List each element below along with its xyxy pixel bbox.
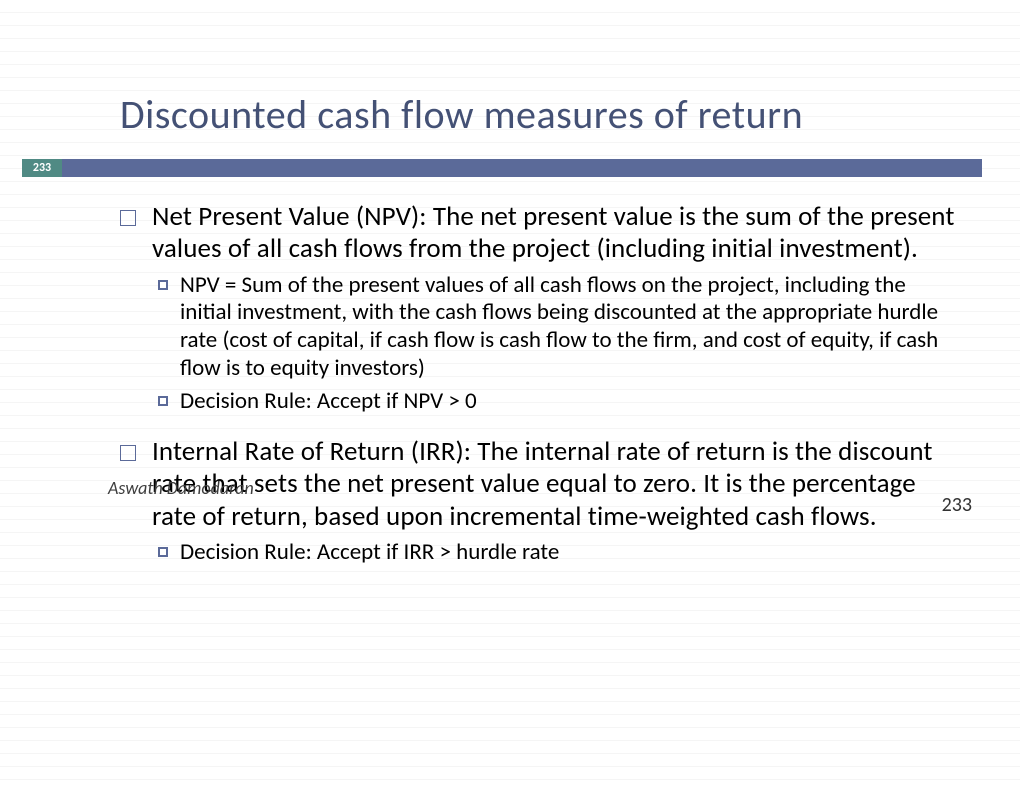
bullet-text: NPV = Sum of the present values of all c… xyxy=(180,272,960,382)
bullet-text: Net Present Value (NPV): The net present… xyxy=(152,201,960,266)
bullet-level2: Decision Rule: Accept if IRR > hurdle ra… xyxy=(158,539,960,567)
square-filled-bullet-icon xyxy=(158,547,168,557)
square-filled-bullet-icon xyxy=(158,280,168,290)
bullet-text: Decision Rule: Accept if NPV > 0 xyxy=(180,388,477,416)
page-number: 233 xyxy=(942,493,972,517)
page-badge: 233 xyxy=(22,159,62,177)
bullet-text: Internal Rate of Return (IRR): The inter… xyxy=(152,436,960,533)
author-name: Aswath Damodaran xyxy=(108,477,254,499)
slide-container: Discounted cash flow measures of return … xyxy=(0,0,1020,567)
square-filled-bullet-icon xyxy=(158,396,168,406)
slide-title: Discounted cash flow measures of return xyxy=(0,0,1020,159)
bullet-level1: Net Present Value (NPV): The net present… xyxy=(120,201,960,266)
bullet-level2: NPV = Sum of the present values of all c… xyxy=(158,272,960,382)
divider-bar xyxy=(62,159,982,177)
bullet-level2: Decision Rule: Accept if NPV > 0 xyxy=(158,388,960,416)
square-open-bullet-icon xyxy=(120,210,136,226)
divider-row: 233 xyxy=(22,159,982,177)
content-area: Net Present Value (NPV): The net present… xyxy=(0,201,1020,567)
square-open-bullet-icon xyxy=(120,445,136,461)
bullet-text: Decision Rule: Accept if IRR > hurdle ra… xyxy=(180,539,559,567)
